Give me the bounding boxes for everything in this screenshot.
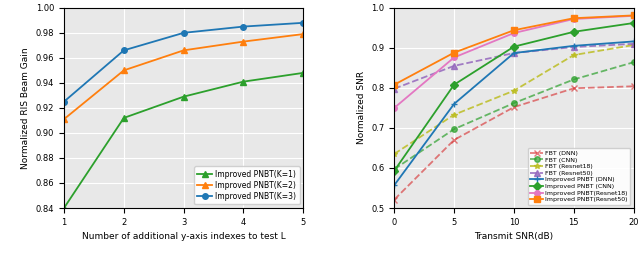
Improved PNBT(K=2) [300,32,307,36]
Improved PNBT (CNN) [570,30,578,33]
Improved PNBT(Resnet50) [510,29,518,32]
X-axis label: Number of additional y-axis indexes to test L: Number of additional y-axis indexes to t… [82,232,285,241]
FBT (CNN) [630,61,637,64]
Improved PNBT(K=3) [60,100,68,103]
Improved PNBT(K=3) [180,31,188,34]
Improved PNBT(K=1) [60,206,68,210]
Improved PNBT(Resnet50) [451,51,458,54]
Improved PNBT (DNN) [510,51,518,55]
Line: FBT (DNN): FBT (DNN) [392,83,636,202]
Line: Improved PNBT(Resnet50): Improved PNBT(Resnet50) [392,13,636,87]
FBT (CNN) [451,128,458,131]
FBT (Resnet50) [510,51,518,55]
Improved PNBT (DNN) [570,44,578,47]
FBT (Resnet50) [451,64,458,67]
Improved PNBT (CNN) [451,83,458,86]
Y-axis label: Normalized SNR: Normalized SNR [356,71,365,145]
Improved PNBT(K=2) [239,40,247,43]
Improved PNBT(K=2) [60,118,68,121]
FBT (DNN) [570,87,578,90]
Improved PNBT (DNN) [390,184,398,187]
Improved PNBT(Resnet18) [510,31,518,35]
Improved PNBT(K=3) [239,25,247,28]
FBT (Resnet50) [390,87,398,90]
Improved PNBT (DNN) [630,40,637,43]
Improved PNBT (DNN) [451,102,458,106]
FBT (Resnet18) [390,152,398,155]
Line: Improved PNBT (DNN): Improved PNBT (DNN) [392,39,636,188]
FBT (Resnet50) [570,46,578,49]
Line: Improved PNBT(K=1): Improved PNBT(K=1) [61,70,306,211]
Improved PNBT(Resnet18) [390,106,398,109]
Improved PNBT (CNN) [630,22,637,25]
Improved PNBT(Resnet18) [570,17,578,21]
Improved PNBT(K=1) [120,116,127,119]
Line: FBT (Resnet50): FBT (Resnet50) [392,41,636,92]
Improved PNBT(Resnet18) [630,14,637,17]
Improved PNBT(K=3) [300,21,307,24]
Line: Improved PNBT(K=2): Improved PNBT(K=2) [61,31,306,122]
Improved PNBT(Resnet50) [630,14,637,17]
FBT (CNN) [510,102,518,105]
FBT (DNN) [630,85,637,88]
Line: Improved PNBT(Resnet18): Improved PNBT(Resnet18) [392,13,636,111]
Improved PNBT(K=1) [300,71,307,74]
FBT (Resnet18) [630,43,637,47]
FBT (DNN) [510,106,518,109]
FBT (CNN) [570,78,578,81]
FBT (DNN) [390,198,398,201]
FBT (CNN) [390,168,398,171]
X-axis label: Transmit SNR(dB): Transmit SNR(dB) [474,232,554,241]
Legend: Improved PNBT(K=1), Improved PNBT(K=2), Improved PNBT(K=3): Improved PNBT(K=1), Improved PNBT(K=2), … [194,166,300,204]
Improved PNBT (CNN) [510,45,518,48]
Improved PNBT(K=3) [120,49,127,52]
FBT (Resnet18) [570,54,578,57]
FBT (Resnet18) [510,89,518,92]
Line: Improved PNBT(K=3): Improved PNBT(K=3) [61,20,306,105]
Line: Improved PNBT (CNN): Improved PNBT (CNN) [392,20,636,173]
Improved PNBT(Resnet18) [451,56,458,59]
Legend: FBT (DNN), FBT (CNN), FBT (Resnet18), FBT (Resnet50), Improved PNBT (DNN), Impro: FBT (DNN), FBT (CNN), FBT (Resnet18), FB… [528,148,630,205]
Line: FBT (CNN): FBT (CNN) [392,60,636,172]
Line: FBT (Resnet18): FBT (Resnet18) [392,42,636,157]
FBT (Resnet50) [630,42,637,46]
Improved PNBT(K=1) [180,95,188,98]
FBT (DNN) [451,138,458,141]
FBT (Resnet18) [451,113,458,116]
Improved PNBT(K=2) [180,49,188,52]
Improved PNBT(K=1) [239,80,247,83]
Improved PNBT(Resnet50) [390,83,398,86]
Improved PNBT(K=2) [120,69,127,72]
Improved PNBT (CNN) [390,169,398,172]
Y-axis label: Normalized RIS Beam Gain: Normalized RIS Beam Gain [21,47,30,169]
Improved PNBT(Resnet50) [570,17,578,20]
